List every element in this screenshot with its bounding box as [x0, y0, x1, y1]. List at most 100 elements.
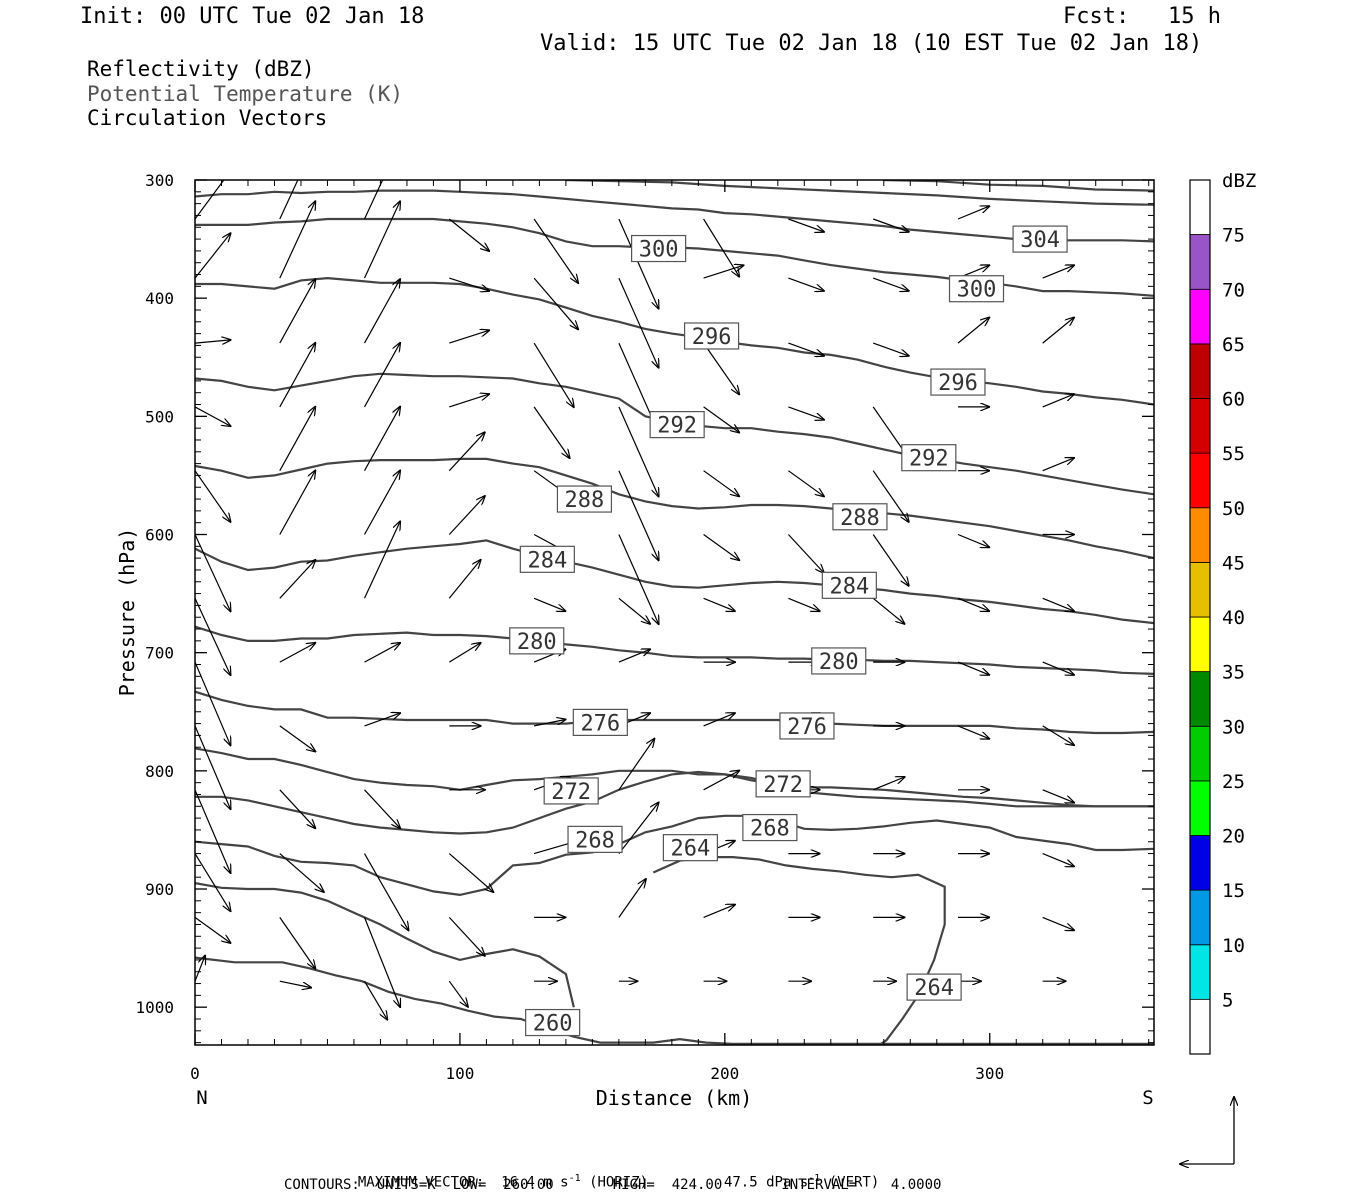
contour-label-272-4-1: 272 — [755, 770, 811, 798]
y-axis-ticks: 300 400 500 600 700 800 900 1000 — [135, 171, 1154, 1017]
max-vector-vert: 47.5 dPa s — [723, 1174, 809, 1191]
contour-276-6 — [195, 690, 1154, 735]
x-axis-ticks: 0 100 200 300 — [190, 180, 1004, 1083]
circulation-vector-4-7 — [788, 470, 824, 497]
circulation-vector-9-6 — [703, 771, 740, 791]
y-axis-title: Pressure (hPa) — [115, 528, 139, 697]
circulation-vector-0-8 — [872, 218, 909, 232]
circulation-vector-2-8 — [872, 342, 909, 356]
contour-label-288-9-0: 288 — [556, 485, 613, 513]
contour-label-text: 268 — [575, 828, 615, 853]
circulation-vector-5-5 — [618, 534, 659, 625]
contour-312-15 — [883, 180, 1154, 192]
max-vector-line: MAXIMUM VECTOR: 16.4 m s-1 (HORIZ) 47.5 … — [341, 1157, 879, 1191]
circulation-vector-6-10 — [1042, 597, 1074, 611]
contour-label-text: 300 — [639, 238, 679, 263]
circulation-vector-11-1 — [279, 917, 316, 968]
circulation-vector-1-6 — [703, 265, 744, 279]
circulation-vector-11-5 — [618, 879, 646, 918]
circulation-vector-9-5 — [618, 739, 655, 791]
y-tick-label-500: 500 — [145, 407, 174, 426]
circulation-vector-11-3 — [448, 916, 485, 955]
circulation-vector-8-6 — [703, 713, 735, 727]
circulation-vector-7-1 — [279, 643, 316, 663]
colorbar-segment-15 — [1189, 835, 1211, 891]
circulation-vector-5-1 — [279, 471, 316, 535]
circulation-vector-6-2 — [363, 522, 401, 599]
contour-label-text: 276 — [580, 711, 620, 736]
contour-label-box — [519, 545, 575, 573]
contour-label-box — [948, 275, 1005, 303]
circulation-vector-5-8 — [872, 534, 909, 586]
contour-label-box — [509, 627, 565, 655]
legend-circulation-vectors: Circulation Vectors — [87, 106, 328, 130]
circulation-vector-9-2 — [364, 789, 401, 828]
contour-label-box — [832, 503, 888, 531]
contour-label-box — [567, 825, 623, 853]
contour-layer — [195, 180, 1154, 1045]
colorbar-segment-50 — [1189, 452, 1211, 509]
circulation-vector-3-5 — [618, 406, 659, 497]
contour-label-text: 280 — [819, 650, 859, 675]
circulation-vector-7-5 — [618, 649, 650, 663]
legend-potential-temperature: Potential Temperature (K) — [87, 82, 404, 106]
circulation-vector-1-0 — [195, 233, 231, 279]
reference-vector-icon — [1180, 1097, 1234, 1164]
circulation-vector-10-0 — [195, 853, 231, 912]
circulation-vector-2-6 — [703, 342, 740, 394]
contour-label-292-10-0: 292 — [649, 411, 705, 439]
circulation-vector-4-3 — [448, 432, 485, 472]
contour-label-304-13-0: 304 — [1012, 225, 1068, 253]
circulation-vector-11-2 — [363, 917, 401, 1007]
circulation-vector-4-8 — [872, 470, 909, 522]
circulation-vector-6-5 — [618, 597, 650, 624]
circulation-vector-4-2 — [363, 407, 401, 471]
colorbar-segment-60 — [1189, 343, 1211, 399]
contour-272-4 — [195, 770, 1154, 835]
contour-label-292-10-1: 292 — [901, 444, 957, 472]
circulation-vector-10-1 — [279, 853, 324, 892]
colorbar-label-25: 25 — [1222, 771, 1245, 793]
circulation-vector-2-3 — [449, 330, 489, 344]
colorbar-label-10: 10 — [1222, 935, 1245, 957]
contour-label-box — [543, 777, 599, 805]
circulation-vector-2-7 — [788, 342, 824, 356]
plot-frame — [194, 179, 1155, 1046]
contour-label-296-11-1: 296 — [930, 368, 986, 396]
contour-label-text: 272 — [763, 773, 803, 798]
init-time: Init: 00 UTC Tue 02 Jan 18 — [80, 4, 425, 29]
colorbar-frame — [1189, 179, 1211, 1055]
contour-label-text: 292 — [909, 447, 949, 472]
contour-label-text: 264 — [914, 976, 954, 1001]
circulation-vector-7-10 — [1042, 661, 1074, 675]
colorbar-segment-10 — [1189, 889, 1211, 946]
horiz-exponent: -1 — [568, 1173, 581, 1184]
circulation-vector-1-10 — [1042, 265, 1074, 279]
circulation-vector-3-3 — [449, 394, 489, 408]
contour-label-box — [649, 411, 705, 439]
colorbar-label-55: 55 — [1222, 443, 1245, 465]
circulation-vector-6-3 — [448, 560, 480, 599]
contour-info: CONTOURS: UNITS=K LOW= 260.00 HIGH= 424.… — [284, 1177, 942, 1193]
contour-label-284-8-0: 284 — [519, 545, 575, 573]
circulation-vector-7-0 — [195, 661, 231, 745]
x-axis-right-end-label: S — [1142, 1087, 1153, 1109]
circulation-vector-10-3 — [448, 853, 493, 892]
colorbar-label-75: 75 — [1222, 225, 1245, 247]
circulation-vector-10-10 — [1042, 853, 1074, 867]
max-vector-horiz: 16.4 m s — [501, 1174, 569, 1191]
circulation-vector-0-3 — [448, 218, 489, 251]
contour-label-text: 300 — [957, 278, 997, 303]
circulation-vector-11-6 — [703, 905, 735, 918]
circulation-vector-8-10 — [1042, 725, 1074, 745]
contour-288-9 — [195, 457, 1154, 560]
circulation-vector-1-5 — [618, 277, 659, 368]
max-vector-horiz-suffix: (HORIZ) — [580, 1174, 649, 1191]
contour-label-text: 276 — [787, 715, 827, 740]
contour-label-268-3-1: 268 — [742, 813, 798, 842]
circulation-vector-0-0 — [195, 180, 231, 220]
colorbar-label-50: 50 — [1222, 498, 1245, 520]
colorbar-segment-55 — [1189, 398, 1211, 454]
y-tick-label-800: 800 — [145, 762, 174, 781]
contour-label-layer: 260 264 264 268 268 272 272 276 276 280 280 284 284 2… — [509, 225, 1068, 1037]
